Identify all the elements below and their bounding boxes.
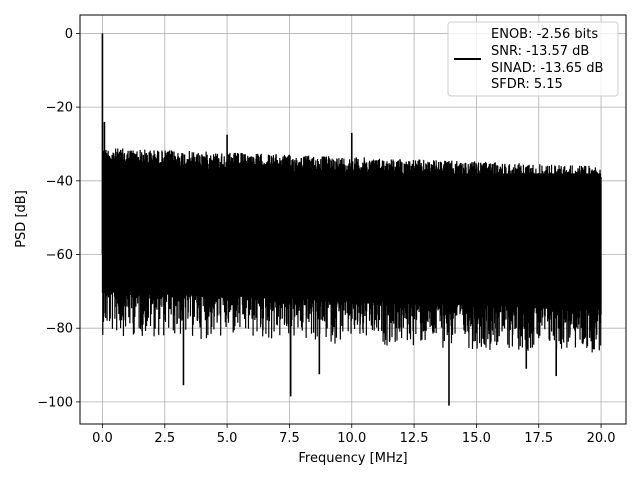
x-tick-label: 0.0: [92, 431, 113, 446]
legend-entry-snr: SNR: -13.57 dB: [491, 44, 589, 59]
x-axis: 0.0 2.5 5.0 7.5 10.0 12.5 15.0 17.5 20.0: [92, 424, 616, 446]
legend-entry-enob: ENOB: -2.56 bits: [491, 27, 598, 42]
y-tick-label: −20: [46, 101, 73, 116]
y-tick-label: 0: [65, 27, 73, 42]
y-axis-label: PSD [dB]: [14, 190, 29, 248]
y-tick-label: −80: [46, 322, 73, 337]
axes-frame: [79, 14, 627, 425]
y-tick-label: −60: [46, 248, 73, 263]
x-tick-label: 2.5: [154, 431, 175, 446]
plot-area: [101, 33, 602, 406]
x-tick-label: 5.0: [217, 431, 238, 446]
x-tick-label: 17.5: [524, 431, 553, 446]
y-tick-label: −40: [46, 174, 73, 189]
x-tick-label: 7.5: [279, 431, 300, 446]
legend-entry-sfdr: SFDR: 5.15: [491, 77, 563, 92]
x-tick-label: 10.0: [337, 431, 366, 446]
x-tick-label: 15.0: [462, 431, 491, 446]
y-tick-label: −100: [37, 395, 73, 410]
x-tick-label: 20.0: [587, 431, 616, 446]
legend-box: [447, 21, 619, 97]
legend: ENOB: -2.56 bits SNR: -13.57 dB SINAD: -…: [447, 21, 619, 97]
x-axis-label: Frequency [MHz]: [298, 451, 407, 466]
legend-entry-sinad: SINAD: -13.65 dB: [491, 61, 603, 76]
y-axis: 0 −20 −40 −60 −80 −100: [37, 27, 80, 410]
x-tick-label: 12.5: [400, 431, 429, 446]
series-group: [101, 33, 602, 406]
